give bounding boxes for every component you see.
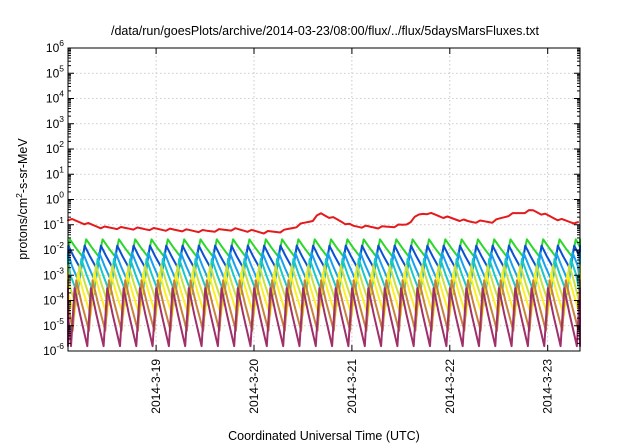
y-tick-label-exponent: 6 bbox=[59, 38, 64, 48]
y-tick-label: 106 bbox=[46, 38, 64, 55]
y-tick-label-base: 10 bbox=[46, 167, 60, 181]
x-axis-tick-labels: 2014-3-19 2014-3-20 2014-3-21 2014-3-22 2014… bbox=[149, 359, 555, 414]
y-axis-label-units: -s-sr-MeV bbox=[16, 138, 30, 194]
x-tick-label: 2014-3-20 bbox=[247, 359, 261, 414]
y-tick-label-base: 10 bbox=[43, 243, 57, 257]
y-tick-label: 104 bbox=[46, 89, 64, 106]
y-tick-label: 103 bbox=[46, 114, 64, 131]
y-tick-label-base: 10 bbox=[46, 142, 60, 156]
y-tick-label-base: 10 bbox=[46, 66, 60, 80]
y-tick-label-base: 10 bbox=[43, 268, 57, 282]
series-line-1 bbox=[67, 209, 579, 235]
axis-ticks bbox=[68, 47, 580, 352]
y-axis-tick-labels: 10-610-510-410-310-210-11001011021031041… bbox=[43, 38, 64, 358]
y-tick-label-exponent: 3 bbox=[59, 114, 64, 124]
y-tick-label-base: 10 bbox=[43, 294, 57, 308]
y-tick-label-base: 10 bbox=[46, 92, 60, 106]
y-tick-label-exponent: -3 bbox=[56, 265, 64, 275]
y-tick-label-exponent: -6 bbox=[56, 341, 64, 351]
y-tick-label: 10-5 bbox=[43, 316, 64, 333]
y-tick-label-exponent: 4 bbox=[59, 89, 64, 99]
x-tick-label: 2014-3-21 bbox=[345, 359, 359, 414]
y-tick-label-exponent: 2 bbox=[59, 139, 64, 149]
x-tick-label: 2014-3-22 bbox=[443, 359, 457, 414]
y-tick-label-exponent: 0 bbox=[59, 190, 64, 200]
y-tick-label-exponent: -4 bbox=[56, 291, 64, 301]
y-tick-label-base: 10 bbox=[46, 41, 60, 55]
y-tick-label-exponent: 5 bbox=[59, 63, 64, 73]
y-tick-label: 10-6 bbox=[43, 341, 64, 358]
y-tick-label: 102 bbox=[46, 139, 64, 156]
y-axis-label-superscript: 2 bbox=[14, 193, 24, 198]
y-tick-label: 100 bbox=[46, 190, 64, 207]
y-tick-label-base: 10 bbox=[43, 344, 57, 358]
y-tick-label: 105 bbox=[46, 63, 64, 80]
plot-series bbox=[67, 209, 581, 348]
series-line-8 bbox=[67, 279, 581, 332]
y-tick-label-exponent: -5 bbox=[56, 316, 64, 326]
y-tick-label-base: 10 bbox=[43, 319, 57, 333]
series-line-9 bbox=[67, 287, 581, 348]
x-tick-label: 2014-3-19 bbox=[149, 359, 163, 414]
y-tick-label-exponent: -2 bbox=[56, 240, 64, 250]
y-tick-label: 10-1 bbox=[43, 215, 64, 232]
y-tick-label: 10-3 bbox=[43, 265, 64, 282]
y-tick-label-exponent: 1 bbox=[59, 164, 64, 174]
y-tick-label-base: 10 bbox=[43, 218, 57, 232]
y-axis-label: protons/cm2-s-sr-MeV bbox=[14, 138, 30, 260]
chart-title: /data/run/goesPlots/archive/2014-03-23/0… bbox=[111, 24, 540, 38]
x-tick-label: 2014-3-23 bbox=[541, 359, 555, 414]
y-tick-label-base: 10 bbox=[46, 117, 60, 131]
y-tick-label: 10-4 bbox=[43, 291, 64, 308]
y-tick-label-exponent: -1 bbox=[56, 215, 64, 225]
y-tick-label: 101 bbox=[46, 164, 64, 181]
x-axis-label: Coordinated Universal Time (UTC) bbox=[228, 429, 420, 443]
series-line-2 bbox=[67, 238, 581, 258]
y-axis-label-main: protons/cm bbox=[16, 198, 30, 260]
y-tick-label-base: 10 bbox=[46, 193, 60, 207]
y-tick-label: 10-2 bbox=[43, 240, 64, 257]
